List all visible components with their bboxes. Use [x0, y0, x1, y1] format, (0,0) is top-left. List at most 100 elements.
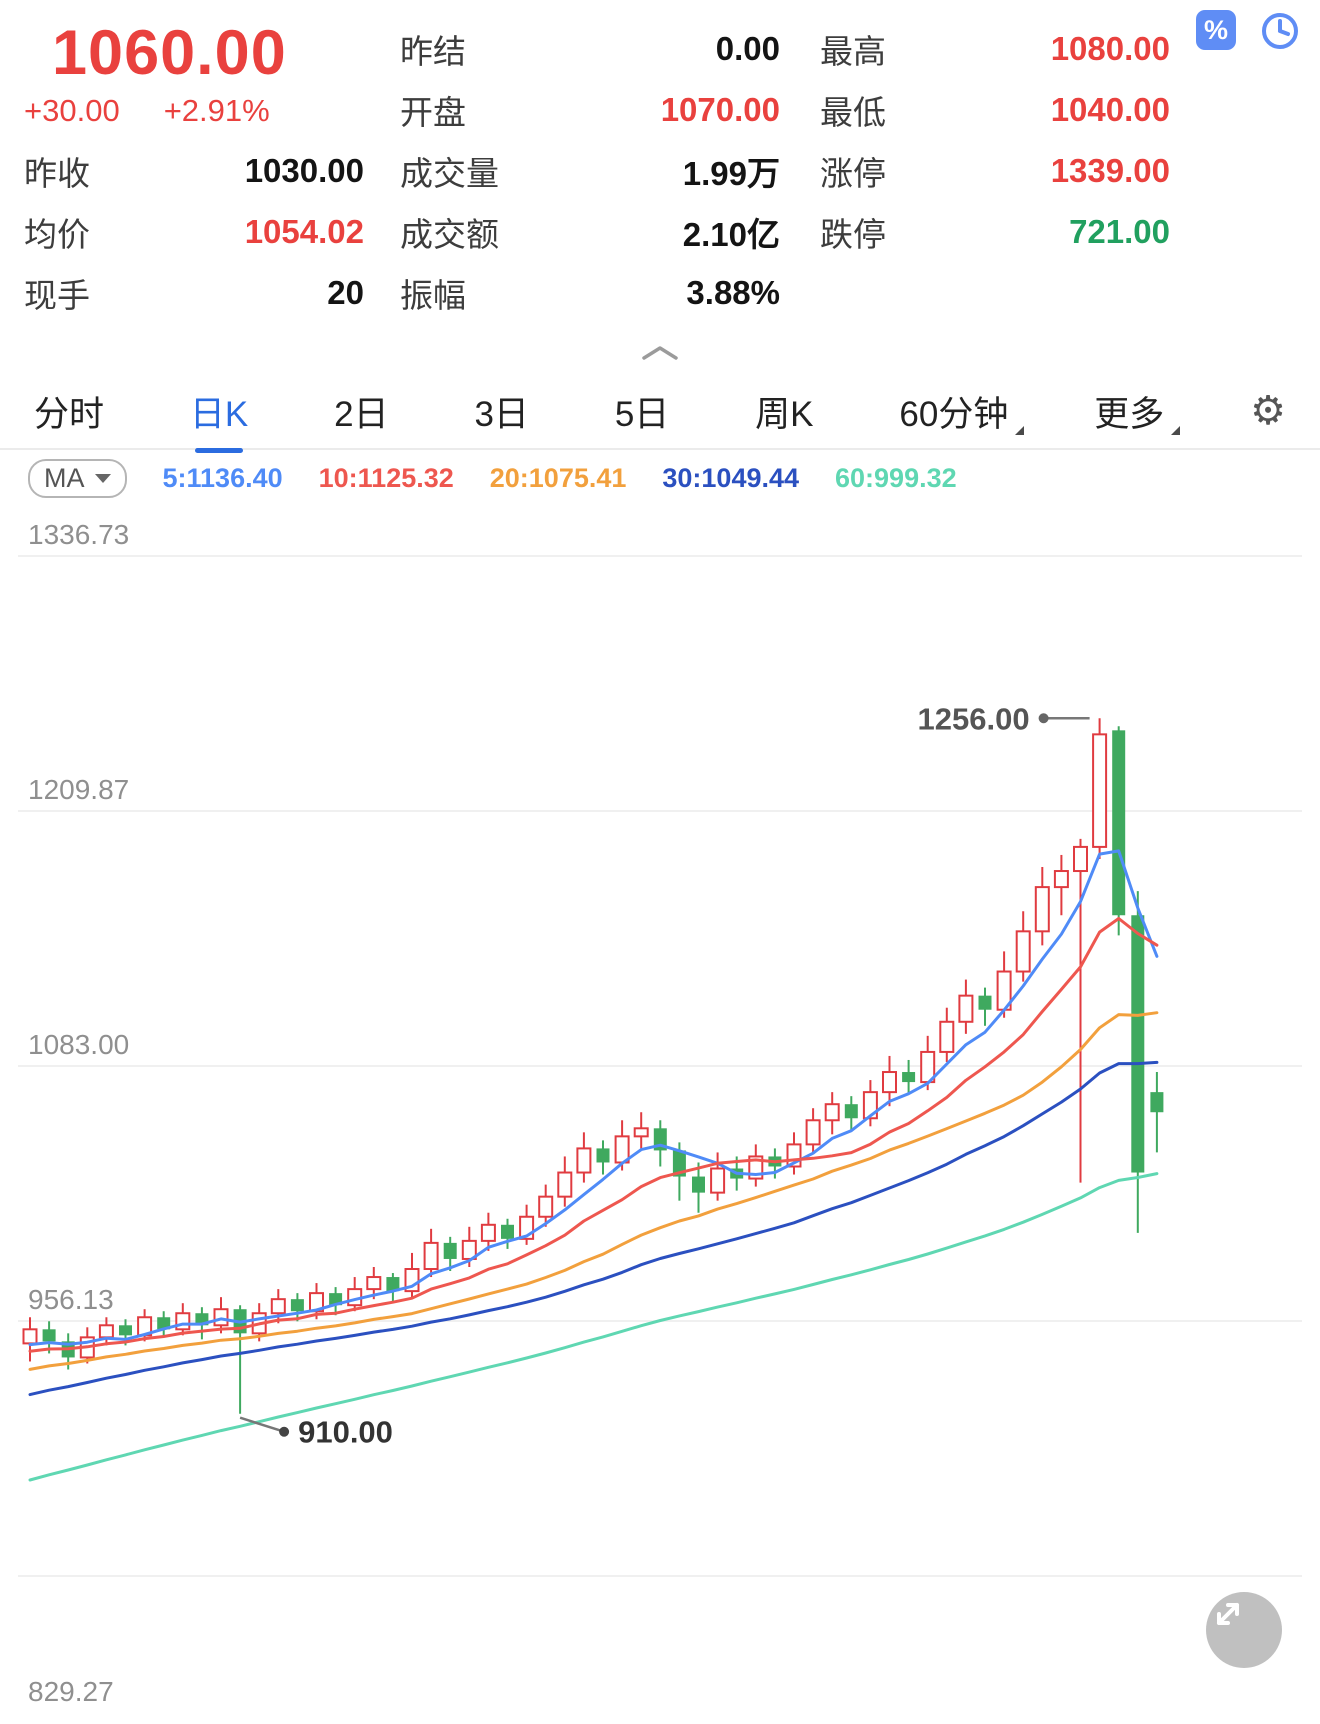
candle-up — [824, 1103, 840, 1122]
candle-down — [157, 1317, 171, 1330]
candle-down — [443, 1242, 457, 1259]
candle-down — [386, 1277, 400, 1292]
header-actions: % — [1194, 8, 1302, 52]
percent-icon[interactable]: % — [1194, 8, 1238, 52]
y-axis-label: 1083.00 — [28, 1029, 129, 1060]
stat-value: 1339.00 — [1050, 151, 1170, 189]
stat-label: 振幅 — [400, 276, 466, 314]
stat-value: 1040.00 — [1050, 90, 1170, 128]
y-axis-label: 956.13 — [28, 1284, 114, 1315]
stat-row: 最高 1080.00 — [820, 18, 1170, 79]
kline-chart-svg: 1336.73 1209.87 1083.00 956.13 829.27 1256.00… — [18, 519, 1302, 1707]
candle-down — [501, 1224, 514, 1239]
stat-value: 1054.02 — [244, 212, 364, 250]
ma-selector[interactable]: MA — [28, 458, 127, 498]
settings-gear-icon[interactable]: ⚙ — [1250, 389, 1286, 433]
candle-up — [710, 1167, 726, 1194]
stat-value: 1070.00 — [660, 90, 780, 128]
stat-value: 1.99万 — [682, 154, 780, 192]
candle-up — [1053, 870, 1069, 889]
candle-up — [423, 1241, 439, 1271]
stat-row: 振幅 3.88% — [400, 262, 780, 323]
candle-up — [633, 1127, 649, 1138]
candle-up — [805, 1119, 821, 1146]
tab-fenshi[interactable]: 分时 — [34, 386, 104, 437]
candle-up — [958, 994, 974, 1023]
stat-value: 1080.00 — [1050, 29, 1170, 67]
tab-label: 3日 — [474, 394, 529, 434]
tab-60min[interactable]: 60分钟 — [899, 386, 1025, 437]
tab-daily-k[interactable]: 日K — [190, 386, 248, 437]
y-axis-label: 1209.87 — [28, 774, 129, 805]
percent-icon-svg: % — [1196, 10, 1236, 50]
candle-down — [1112, 730, 1126, 916]
candle-up — [538, 1195, 554, 1218]
candle-down — [844, 1104, 858, 1119]
candle-up — [175, 1312, 191, 1331]
expand-arrows-icon — [1217, 1603, 1239, 1625]
tab-2day[interactable]: 2日 — [334, 386, 388, 437]
y-axis-label: 1336.73 — [28, 519, 129, 550]
stat-row: 均价 1054.02 — [24, 201, 364, 262]
clock-icon-svg — [1262, 13, 1298, 49]
tab-more[interactable]: 更多 — [1094, 386, 1181, 437]
stat-label: 成交量 — [400, 154, 499, 192]
candle-down — [119, 1325, 132, 1336]
stat-label: 成交额 — [400, 215, 499, 253]
candle-down — [1131, 915, 1145, 1173]
tab-weekly-k[interactable]: 周K — [755, 386, 813, 437]
ma-line-30 — [28, 1060, 1159, 1397]
quote-board: 1060.00 +30.00 +2.91% 昨收 1030.00 均价 1054.02… — [0, 0, 1320, 332]
ma-line-20 — [28, 1011, 1159, 1371]
candle-down — [596, 1148, 610, 1163]
price-change-percent: +2.91% — [163, 92, 270, 128]
svg-text:%: % — [1204, 15, 1228, 45]
candle-up — [939, 1020, 955, 1053]
price-change-row: +30.00 +2.91% — [24, 93, 364, 129]
stat-label: 昨收 — [24, 154, 90, 192]
stat-value: 1030.00 — [244, 151, 364, 189]
stat-value: 3.88% — [686, 273, 780, 311]
tab-5day[interactable]: 5日 — [615, 386, 669, 437]
tab-label: 更多 — [1094, 394, 1165, 434]
stat-value: 0.00 — [715, 29, 780, 67]
tab-label: 分时 — [34, 394, 105, 434]
current-price: 1060.00 — [52, 18, 287, 88]
ma-selector-label: MA — [44, 462, 85, 493]
high-annotation-label: 1256.00 — [918, 701, 1030, 736]
stat-label: 最高 — [820, 32, 886, 70]
ma-legend-value-60: 60:999.32 — [835, 462, 957, 493]
stat-row: 开盘 1070.00 — [400, 79, 780, 140]
low-annotation-dot — [279, 1426, 290, 1437]
caret-down-icon — [94, 473, 111, 483]
stat-label: 现手 — [24, 276, 90, 314]
stat-row: 现手 20 — [24, 262, 364, 323]
expand-button[interactable] — [1206, 1592, 1282, 1668]
candle-down — [978, 995, 992, 1010]
candle-up — [98, 1324, 114, 1339]
quote-column-middle: 昨结 0.00 开盘 1070.00 成交量 1.99万 成交额 2.10亿 振幅 3.88% — [400, 18, 780, 332]
stat-label: 昨结 — [400, 32, 466, 70]
candle-up — [882, 1071, 897, 1094]
dropdown-corner-icon — [1171, 425, 1181, 435]
candle-down — [672, 1150, 686, 1177]
stats-column-middle: 昨结 0.00 开盘 1070.00 成交量 1.99万 成交额 2.10亿 振幅 3.88% — [400, 18, 780, 323]
y-axis-label: 829.27 — [28, 1676, 114, 1707]
clock-icon[interactable] — [1258, 8, 1302, 52]
tab-label: 5日 — [614, 394, 670, 434]
collapse-toggle[interactable] — [0, 332, 1320, 374]
stat-row: 昨收 1030.00 — [24, 140, 364, 201]
candle-down — [902, 1072, 916, 1083]
stat-row: 跌停 721.00 — [820, 201, 1170, 262]
stat-value: 20 — [327, 273, 364, 311]
candle-up — [480, 1223, 496, 1242]
tab-3day[interactable]: 3日 — [474, 386, 528, 437]
ma-line-10 — [28, 917, 1159, 1353]
tab-label: 60分钟 — [899, 394, 1009, 434]
price-change: +30.00 — [24, 92, 120, 128]
low-annotation-label: 910.00 — [298, 1415, 393, 1450]
quote-column-right: 最高 1080.00 最低 1040.00 涨停 1339.00 跌停 721.00 — [820, 18, 1170, 332]
kline-chart-area[interactable]: 1336.73 1209.87 1083.00 956.13 829.27 1256.00… — [0, 506, 1320, 1724]
high-annotation-dot — [1038, 713, 1049, 724]
